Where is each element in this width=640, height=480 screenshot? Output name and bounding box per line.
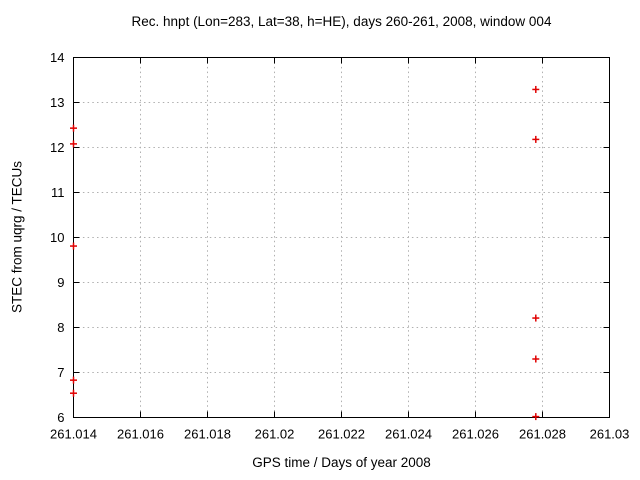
y-tick-label: 13: [50, 95, 64, 110]
chart-title: Rec. hnpt (Lon=283, Lat=38, h=HE), days …: [131, 14, 552, 29]
x-tick-label: 261.022: [318, 427, 365, 442]
y-tick-label: 12: [50, 140, 64, 155]
y-tick-label: 8: [57, 320, 64, 335]
x-tick-label: 261.028: [519, 427, 566, 442]
x-tick-label: 261.014: [50, 427, 97, 442]
y-tick-label: 6: [57, 410, 64, 425]
x-tick-label: 261.018: [184, 427, 231, 442]
y-tick-label: 11: [51, 185, 65, 200]
y-tick-label: 9: [57, 275, 64, 290]
x-axis-label: GPS time / Days of year 2008: [252, 455, 431, 470]
x-tick-label: 261.026: [452, 427, 499, 442]
x-tick-label: 261.03: [590, 427, 630, 442]
x-tick-label: 261.016: [117, 427, 164, 442]
y-tick-label: 7: [57, 365, 64, 380]
x-tick-label: 261.024: [385, 427, 432, 442]
y-tick-label: 10: [50, 230, 64, 245]
plot-border: [73, 57, 610, 418]
x-tick-label: 261.02: [255, 427, 295, 442]
y-tick-label: 14: [50, 50, 64, 65]
